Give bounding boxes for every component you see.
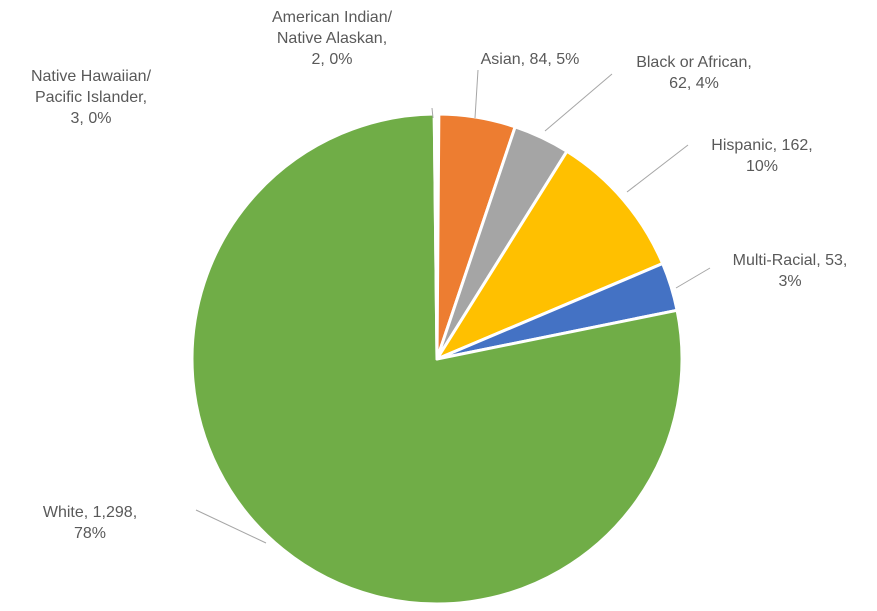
data-label-line: 10% xyxy=(746,158,778,175)
data-labels: American Indian/Native Alaskan, 2, 0% Asia… xyxy=(31,9,847,542)
data-label-line: Multi-Racial, 53, xyxy=(733,252,848,269)
data-label-line: Native Hawaiian/ xyxy=(31,68,152,85)
data-label-line: 3, 0% xyxy=(71,110,112,127)
data-label-line: 3% xyxy=(778,273,801,290)
leader-line xyxy=(626,144,689,193)
data-label: Native Hawaiian/Pacific Islander, 3, 0% xyxy=(31,68,152,127)
data-label-line: White, 1,298, xyxy=(43,504,137,521)
pie-slice-white xyxy=(190,112,684,606)
data-label: Asian, 84, 5% xyxy=(481,51,580,68)
data-label-line: Native Alaskan, xyxy=(277,30,387,47)
data-label-line: 62, 4% xyxy=(669,75,719,92)
pie-slice-native-hawaiian-pacific-islander xyxy=(432,112,439,361)
data-label: Black or African, 62, 4% xyxy=(636,54,752,92)
data-label-line: Hispanic, 162, xyxy=(711,137,812,154)
data-label: White, 1,298, 78% xyxy=(43,504,137,542)
pie-slice-hispanic xyxy=(435,149,665,361)
data-label-line: 2, 0% xyxy=(312,51,353,68)
leader-line xyxy=(474,69,479,119)
data-label-line: Black or African, xyxy=(636,54,752,71)
leader-line xyxy=(195,509,267,544)
leader-line xyxy=(675,267,711,289)
data-label-line: American Indian/ xyxy=(272,9,393,26)
data-label: American Indian/Native Alaskan, 2, 0% xyxy=(272,9,393,68)
pie-slices xyxy=(190,112,684,606)
data-label: Hispanic, 162, 10% xyxy=(711,137,812,175)
data-label-line: 78% xyxy=(74,525,106,542)
data-label-line: Asian, 84, 5% xyxy=(481,51,580,68)
data-label-line: Pacific Islander, xyxy=(35,89,147,106)
leader-lines xyxy=(195,69,711,544)
leader-line xyxy=(544,73,613,132)
leader-line xyxy=(431,107,434,119)
data-label: Multi-Racial, 53, 3% xyxy=(733,252,848,290)
